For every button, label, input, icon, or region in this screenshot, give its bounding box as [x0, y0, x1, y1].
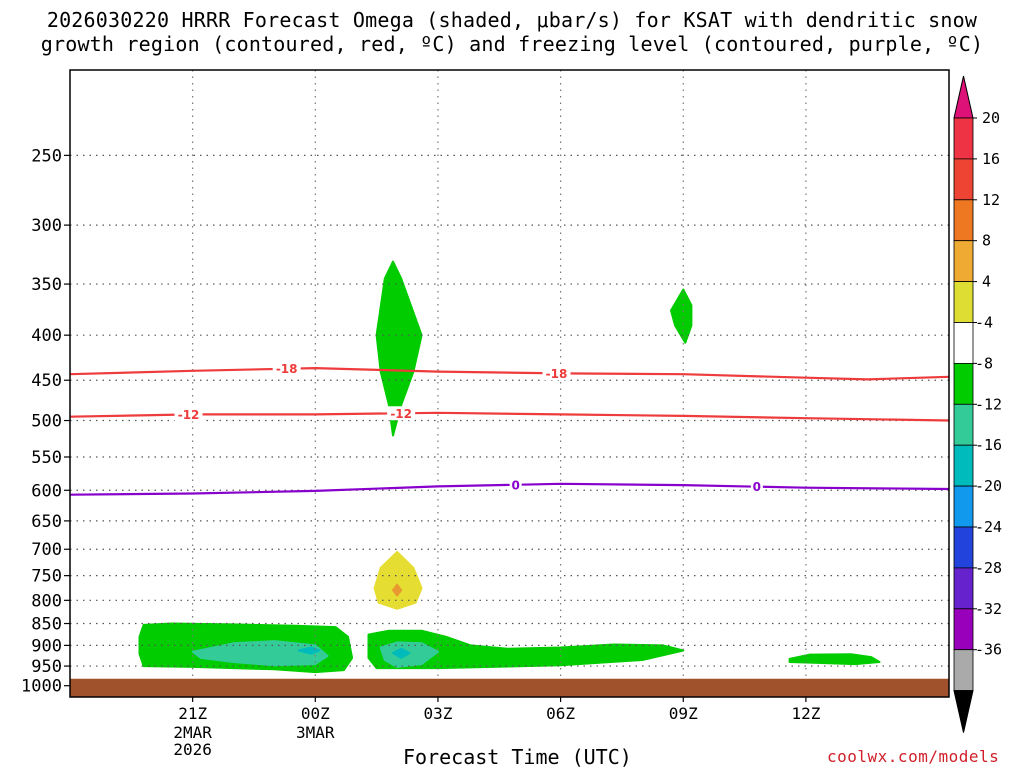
- chart-title-line-1: 2026030220 HRRR Forecast Omega (shaded, …: [46, 8, 978, 32]
- y-tick-label-700: 700: [31, 540, 62, 560]
- colorbar-top-arrow: [953, 75, 974, 119]
- colorbar-swatch-6: [953, 362, 974, 405]
- colorbar-label--16: -16: [975, 436, 1002, 454]
- y-tick-label-950: 950: [31, 657, 62, 677]
- colorbar-label--8: -8: [975, 354, 993, 372]
- omega-shading-layer: [138, 260, 881, 674]
- colorbar-label-8: 8: [982, 232, 991, 250]
- teal-core-left: [191, 640, 329, 667]
- y-tick-label-800: 800: [31, 591, 62, 611]
- y-tick-label-450: 450: [31, 371, 62, 391]
- colorbar-swatch-0: [953, 117, 974, 160]
- colorbar-swatch-9: [953, 485, 974, 528]
- green-blob-sfc-right: [788, 653, 881, 666]
- colorbar-swatch-10: [953, 526, 974, 569]
- colorbar-label--24: -24: [975, 518, 1002, 536]
- contour-label-dgz-minus12: -12: [390, 407, 412, 421]
- contour-label-bg: [509, 477, 522, 492]
- y-tick-label-750: 750: [31, 567, 62, 587]
- y-tick-label-600: 600: [31, 481, 62, 501]
- x-tick-label-00Z: 00Z: [301, 704, 330, 723]
- teal-core-main: [379, 641, 439, 668]
- colorbar-swatch-7: [953, 403, 974, 446]
- orange-dot-low: [392, 583, 403, 597]
- colorbar-label--32: -32: [975, 600, 1002, 618]
- x-axis-label: Forecast Time (UTC): [403, 745, 632, 769]
- chart-title-line-2: growth region (contoured, red, ºC) and f…: [40, 32, 984, 56]
- colorbar-swatch-13: [953, 649, 974, 692]
- x-tick-label-03Z: 03Z: [424, 704, 453, 723]
- y-tick-label-400: 400: [31, 326, 62, 346]
- contour-label-bg: [542, 366, 571, 381]
- y-tick-label-650: 650: [31, 512, 62, 532]
- x-tick-label-21Z: 21Z: [178, 704, 207, 723]
- green-plume-upper: [375, 260, 423, 437]
- y-tick-label-900: 900: [31, 636, 62, 656]
- colorbar-swatch-4: [953, 281, 974, 323]
- colorbar-label--28: -28: [975, 559, 1002, 577]
- x-tick-label-12Z: 12Z: [791, 704, 820, 723]
- colorbar-label-16: 16: [982, 150, 1000, 168]
- ground-surface: [70, 678, 949, 697]
- y-tick-label-250: 250: [31, 146, 62, 166]
- colorbar-swatch-12: [953, 608, 974, 651]
- omega-colorbar: 20 16 12 8 4 -4 -8 -12 -16 -20 -24 -28 -32 -36: [953, 75, 1002, 733]
- colorbar-swatch-5: [953, 322, 974, 364]
- y-tick-label-350: 350: [31, 275, 62, 295]
- contour-label-bg: [174, 407, 203, 422]
- colorbar-label--36: -36: [975, 641, 1002, 659]
- colorbar-swatch-8: [953, 444, 974, 487]
- cyan-core-left: [297, 646, 321, 655]
- green-blob-upper-right: [670, 288, 693, 344]
- contour-freezing-level-0: [69, 482, 950, 496]
- y-tick-label-300: 300: [31, 216, 62, 236]
- colorbar-bottom-arrow: [953, 690, 974, 733]
- contour-label-dgz-minus12: -12: [178, 408, 200, 422]
- contour-layer: -18 -18 -12 -12 0 0: [69, 361, 950, 496]
- plot-frame: [69, 69, 950, 698]
- x-tick-label-09Z: 09Z: [669, 704, 698, 723]
- colorbar-label-20: 20: [982, 109, 1000, 127]
- x-tick-sublabel: 2026: [173, 740, 212, 759]
- y-tick-label-850: 850: [31, 615, 62, 635]
- contour-label-dgz-minus18: -18: [546, 367, 568, 381]
- colorbar-swatch-2: [953, 199, 974, 242]
- colorbar-label-4: 4: [982, 273, 991, 291]
- y-tick-label-500: 500: [31, 412, 62, 432]
- green-band-sfc-main: [367, 629, 685, 670]
- colorbar-swatch-11: [953, 567, 974, 610]
- y-tick-label-1000: 1000: [21, 677, 62, 697]
- yellow-blob-low: [373, 551, 423, 610]
- contour-dgz-minus18: [69, 366, 950, 381]
- contour-label-bg: [750, 479, 763, 494]
- cyan-core-main: [392, 647, 411, 659]
- chart-title: 2026030220 HRRR Forecast Omega (shaded, …: [0, 8, 1024, 56]
- colorbar-swatch-3: [953, 240, 974, 282]
- colorbar-label-12: 12: [982, 191, 1000, 209]
- gridlines: [70, 70, 949, 697]
- colorbar-label--12: -12: [975, 395, 1002, 413]
- x-tick-label-06Z: 06Z: [546, 704, 575, 723]
- y-tick-label-550: 550: [31, 448, 62, 468]
- contour-label-dgz-minus18: -18: [276, 362, 298, 376]
- contour-label-bg: [272, 361, 301, 376]
- x-tick-sublabel: 3MAR: [296, 723, 335, 742]
- colorbar-label--4: -4: [975, 314, 993, 332]
- contour-label-bg: [387, 406, 416, 421]
- contour-label-freezing-level-0: 0: [511, 478, 519, 492]
- x-tick-sublabel: 2MAR: [173, 723, 212, 742]
- contour-label-freezing-level-0: 0: [753, 480, 761, 494]
- colorbar-swatch-1: [953, 158, 974, 201]
- credit-link[interactable]: coolwx.com/models: [827, 747, 1000, 766]
- colorbar-label--20: -20: [975, 477, 1002, 495]
- contour-dgz-minus12: [69, 411, 950, 422]
